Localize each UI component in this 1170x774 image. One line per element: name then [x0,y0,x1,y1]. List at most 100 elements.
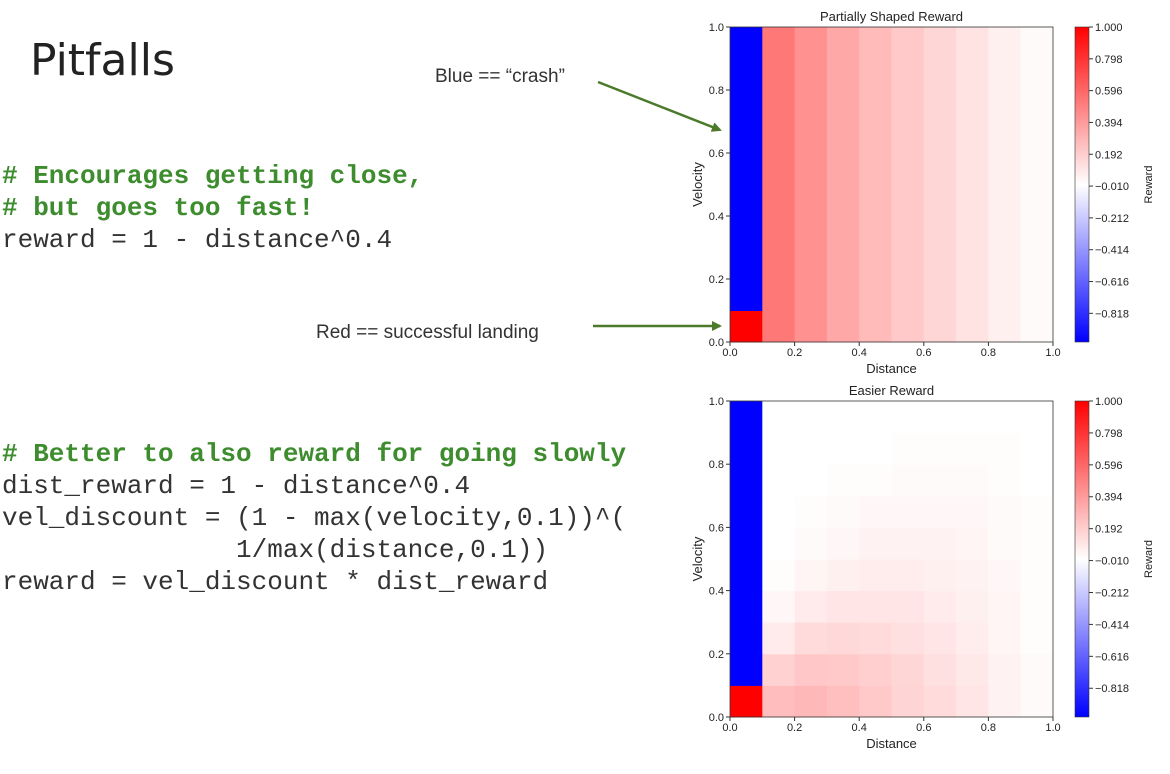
heat-cell [859,90,892,122]
heat-cell [891,58,925,91]
heat-cell [730,153,763,185]
heat-cell [891,559,925,592]
heat-cell [956,653,989,686]
heat-cell [891,90,925,122]
heat-cell [956,153,989,185]
colorbar-tick-label: 0.596 [1095,86,1123,98]
heat-cell [1020,401,1054,434]
colorbar-tick-label: 1.000 [1095,396,1123,408]
x-tick-label: 0.6 [916,347,931,359]
heat-cell [730,464,763,497]
heat-cell [859,216,892,248]
heat-cell [891,685,925,718]
heat-cell [794,27,828,59]
heat-cell [1020,527,1054,560]
heat-cell [730,27,763,59]
heat-cell [762,685,796,718]
heat-cell [988,590,1022,623]
y-axis-label: Velocity [690,536,705,581]
heat-cell [1020,121,1054,154]
heat-cell [730,279,763,311]
heat-cell [826,685,860,718]
heat-cell [762,527,796,560]
heat-cell [923,432,957,465]
colorbar-tick-label: −0.616 [1095,277,1129,289]
heat-cell [956,121,989,154]
heat-cell [762,90,796,122]
heat-cell [794,121,828,154]
heat-cell [923,153,957,185]
heat-cell [762,310,796,343]
heat-cell [762,27,796,59]
heat-cell [762,153,796,185]
code-comment: # but goes too fast! [2,193,314,223]
heat-cell [859,527,892,560]
heat-cell [859,495,892,528]
code-line: reward = vel_discount * dist_reward [2,567,548,597]
heat-cell [1020,153,1054,185]
heat-cell [859,653,892,686]
heat-cell [794,247,828,280]
colorbar-tick-label: −0.212 [1095,587,1129,599]
heat-cell [762,432,796,465]
heat-cell [730,653,763,686]
heat-cell [923,58,957,91]
heat-cell [794,559,828,592]
code-line: reward = 1 - distance^0.4 [2,225,392,255]
y-tick-label: 1.0 [709,396,724,408]
heat-cell [762,216,796,248]
heat-cell [923,27,957,59]
heat-cell [826,247,860,280]
heat-cell [956,685,989,718]
colorbar-tick-label: 0.192 [1095,149,1123,161]
heat-cell [730,622,763,655]
heat-cell [923,559,957,592]
x-tick-label: 0.4 [852,722,867,734]
heat-cell [988,27,1022,59]
heat-cell [956,622,989,655]
heat-cell [730,590,763,623]
annotation: Red == successful landing [316,322,539,343]
heat-cell [859,559,892,592]
x-tick-label: 0.0 [722,722,737,734]
heat-cell [794,432,828,465]
heat-cell [826,464,860,497]
x-tick-label: 0.4 [852,347,867,359]
heat-cell [923,622,957,655]
heat-cell [956,90,989,122]
heat-cell [891,27,925,59]
heat-cell [826,527,860,560]
heat-cell [859,401,892,434]
y-tick-label: 0.6 [709,522,724,534]
heat-cell [826,27,860,59]
heat-cell [1020,216,1054,248]
heat-cell [730,121,763,154]
heat-cell [859,27,892,59]
heat-cell [1020,590,1054,623]
heat-cell [988,527,1022,560]
chart-title: Partially Shaped Reward [820,9,963,24]
y-tick-label: 0.8 [709,85,724,97]
heat-cell [794,401,828,434]
heat-cell [826,559,860,592]
heat-cell [988,401,1022,434]
heat-cell [730,247,763,280]
heat-cell [923,653,957,686]
heat-cell [1020,279,1054,311]
code-line: vel_discount = (1 - max(velocity,0.1))^( [2,503,626,533]
heat-cell [794,495,828,528]
heat-cell [859,622,892,655]
heat-cell [826,401,860,434]
heat-cell [730,432,763,465]
heat-cell [956,464,989,497]
heat-cell [730,184,763,217]
heat-cell [730,495,763,528]
colorbar-tick-label: 0.394 [1095,117,1123,129]
heat-cell [988,247,1022,280]
x-axis-label: Distance [866,736,917,751]
heat-cell [956,58,989,91]
colorbar-tick-label: 0.798 [1095,428,1123,440]
heat-cell [794,622,828,655]
heat-cell [794,279,828,311]
heat-cell [859,310,892,343]
